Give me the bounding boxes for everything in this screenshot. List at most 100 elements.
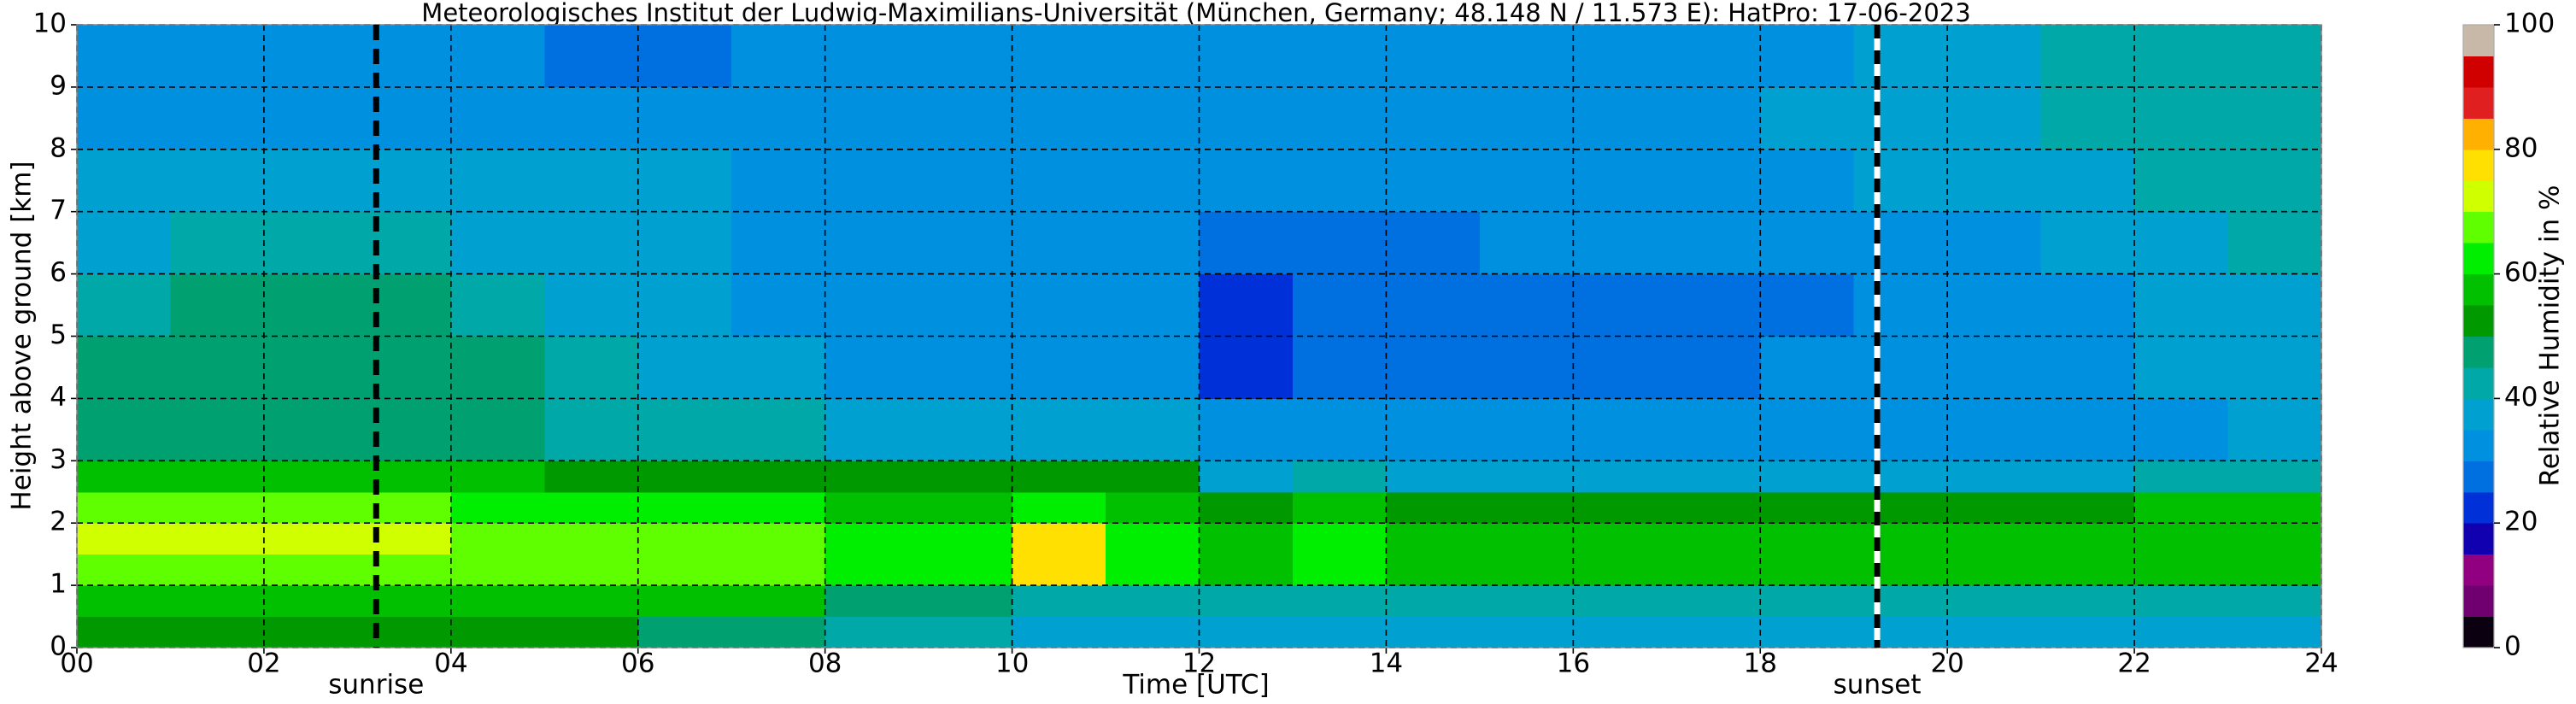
- heatmap-cell: [1666, 86, 1761, 150]
- heatmap-cell: [1012, 491, 1106, 524]
- heatmap-cell: [731, 398, 826, 461]
- x-tick-label: 06: [621, 648, 654, 679]
- heatmap-cell: [2134, 25, 2229, 88]
- heatmap-cell: [2040, 616, 2135, 648]
- heatmap-cell: [1012, 616, 1106, 648]
- heatmap-cell: [1853, 25, 1948, 88]
- heatmap-cell: [77, 554, 171, 586]
- colorbar-segment: [2463, 398, 2494, 431]
- heatmap-cell: [450, 398, 545, 461]
- heatmap-cell: [824, 25, 919, 88]
- heatmap-cell: [637, 273, 732, 337]
- y-axis-label: Height above ground [km]: [7, 161, 38, 510]
- heatmap-cell: [2134, 336, 2229, 399]
- heatmap-cell: [1199, 585, 1294, 618]
- heatmap-cell: [1479, 523, 1574, 555]
- heatmap-cell: [731, 616, 826, 648]
- heatmap-cell: [1199, 616, 1294, 648]
- y-tick-label: 1: [50, 569, 67, 600]
- heatmap-cell: [918, 585, 1013, 618]
- heatmap-cell: [1199, 336, 1294, 399]
- heatmap-cell: [2134, 491, 2229, 524]
- heatmap-cell: [1760, 491, 1855, 524]
- heatmap-cell: [1479, 491, 1574, 524]
- heatmap-cell: [637, 616, 732, 648]
- heatmap-cell: [544, 86, 639, 150]
- heatmap-cell: [1853, 585, 1948, 618]
- colorbar-segment: [2463, 523, 2494, 555]
- heatmap-cell: [731, 273, 826, 337]
- heatmap-cell: [263, 491, 358, 524]
- heatmap-cell: [1292, 25, 1387, 88]
- colorbar-segment: [2463, 491, 2494, 524]
- heatmap-cell: [1666, 336, 1761, 399]
- heatmap-cell: [1012, 149, 1106, 213]
- colorbar-segment: [2463, 273, 2494, 306]
- y-tick-label: 3: [50, 444, 67, 475]
- heatmap-cell: [824, 211, 919, 275]
- heatmap-cell: [1479, 86, 1574, 150]
- heatmap-cell: [918, 336, 1013, 399]
- heatmap-cell: [1012, 25, 1106, 88]
- heatmap-cell: [544, 491, 639, 524]
- heatmap-cell: [1199, 398, 1294, 461]
- x-tick-label: 14: [1370, 648, 1403, 679]
- heatmap-cell: [357, 273, 452, 337]
- colorbar-segment: [2463, 461, 2494, 493]
- heatmap-cell: [263, 523, 358, 555]
- heatmap-cell: [2227, 616, 2322, 648]
- heatmap-cell: [2040, 211, 2135, 275]
- heatmap-cell: [1012, 554, 1106, 586]
- heatmap-cell: [357, 149, 452, 213]
- heatmap-cell: [1012, 273, 1106, 337]
- heatmap-cell: [450, 461, 545, 493]
- heatmap-cell: [1947, 336, 2042, 399]
- x-tick-label: 22: [2117, 648, 2151, 679]
- heatmap-cell: [1947, 149, 2042, 213]
- heatmap-cell: [824, 616, 919, 648]
- colorbar-tick-label: 80: [2504, 132, 2538, 163]
- colorbar-tick-label: 40: [2504, 382, 2538, 413]
- heatmap-cell: [77, 616, 171, 648]
- heatmap-cell: [2040, 398, 2135, 461]
- heatmap-cell: [824, 336, 919, 399]
- heatmap-cell: [824, 523, 919, 555]
- heatmap-cell: [170, 585, 265, 618]
- heatmap-cell: [1947, 585, 2042, 618]
- heatmap-cell: [918, 273, 1013, 337]
- heatmap-cell: [544, 554, 639, 586]
- heatmap-cell: [731, 461, 826, 493]
- heatmap-cell: [1106, 336, 1200, 399]
- y-tick-label: 6: [50, 257, 67, 288]
- heatmap-cell: [918, 25, 1013, 88]
- heatmap-cell: [1573, 336, 1668, 399]
- heatmap-cell: [1666, 149, 1761, 213]
- heatmap-cell: [1573, 25, 1668, 88]
- heatmap-cell: [731, 211, 826, 275]
- colorbar-segment: [2463, 554, 2494, 586]
- heatmap-cell: [637, 461, 732, 493]
- colorbar-label: Relative Humidity in %: [2535, 185, 2566, 487]
- heatmap-cell: [1853, 86, 1948, 150]
- heatmap-cell: [1106, 149, 1200, 213]
- heatmap-cell: [1853, 461, 1948, 493]
- heatmap-cell: [1292, 585, 1387, 618]
- heatmap-cell: [450, 86, 545, 150]
- heatmap-cell: [731, 149, 826, 213]
- heatmap-cell: [1573, 523, 1668, 555]
- heatmap-cell: [1386, 616, 1481, 648]
- heatmap-cell: [1853, 554, 1948, 586]
- heatmap-cell: [1666, 491, 1761, 524]
- marker-label: sunset: [1834, 670, 1922, 701]
- heatmap-cell: [77, 25, 171, 88]
- heatmap-cell: [731, 491, 826, 524]
- heatmap-cell: [637, 149, 732, 213]
- heatmap-cell: [263, 86, 358, 150]
- heatmap-cell: [450, 25, 545, 88]
- heatmap-cell: [1760, 461, 1855, 493]
- heatmap-cell: [1479, 398, 1574, 461]
- heatmap-cell: [357, 398, 452, 461]
- heatmap-cell: [731, 25, 826, 88]
- heatmap-cell: [2040, 523, 2135, 555]
- heatmap-cell: [1947, 491, 2042, 524]
